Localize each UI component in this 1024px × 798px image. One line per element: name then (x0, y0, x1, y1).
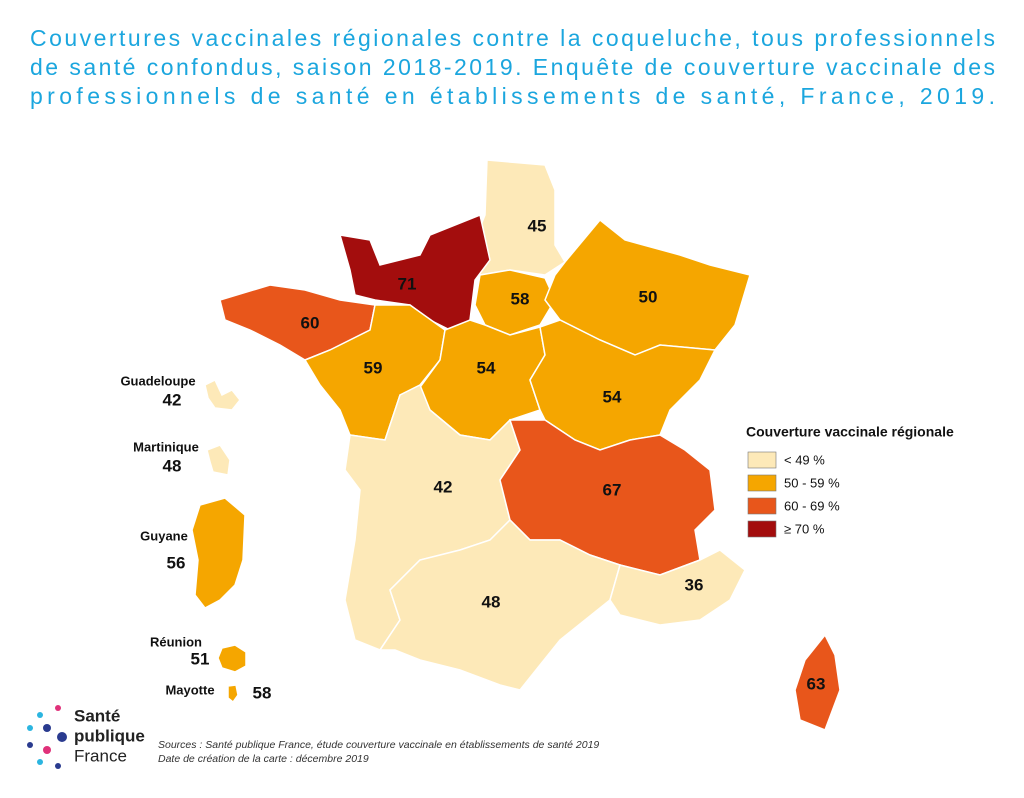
region-value: 58 (511, 289, 530, 308)
region-value: 67 (603, 480, 622, 499)
legend-swatch (747, 497, 777, 515)
region-value: 51 (191, 649, 210, 668)
region-name: Mayotte (165, 682, 214, 697)
region (474, 269, 556, 336)
region (191, 497, 246, 609)
region-value: 71 (398, 274, 417, 293)
region-name: Guyane (140, 528, 188, 543)
region-value: 60 (301, 313, 320, 332)
legend-swatch (747, 520, 777, 538)
logo-text: Santé (74, 706, 120, 725)
region-value: 42 (434, 477, 453, 496)
region-value: 56 (167, 553, 186, 572)
legend-label: 50 - 59 % (784, 475, 840, 490)
region (217, 644, 247, 673)
region-name: Guadeloupe (120, 373, 195, 388)
legend-title: Couverture vaccinale régionale (746, 424, 954, 440)
region-value: 54 (603, 387, 622, 406)
title-line: Couvertures vaccinales régionales contre… (30, 25, 995, 51)
source-line: Date de création de la carte : décembre … (158, 753, 369, 765)
source-line: Sources : Santé publique France, étude c… (158, 739, 599, 751)
region (227, 684, 239, 704)
region (338, 213, 491, 331)
legend-swatch (747, 451, 777, 469)
region (609, 549, 746, 626)
region (794, 633, 841, 731)
title-line: de santé confondus, saison 2018-2019. En… (30, 54, 995, 80)
region-value: 58 (253, 683, 272, 702)
region-value: 48 (482, 592, 501, 611)
region-value: 48 (163, 456, 182, 475)
legend-label: ≥ 70 % (784, 521, 825, 536)
logo-text: publique (74, 726, 145, 745)
legend-label: < 49 % (784, 452, 825, 467)
region (206, 444, 231, 476)
region-value: 50 (639, 287, 658, 306)
region-name: Réunion (150, 634, 202, 649)
region-value: 63 (807, 674, 826, 693)
title-line: professionnels de santé en établissement… (30, 83, 995, 109)
region-value: 45 (528, 216, 547, 235)
region-name: Martinique (133, 439, 199, 454)
region-value: 54 (477, 358, 496, 377)
region (204, 378, 241, 411)
region-value: 59 (364, 358, 383, 377)
logo-text: France (74, 746, 127, 765)
region (378, 518, 621, 691)
region-value: 42 (163, 390, 182, 409)
logo-dots (27, 705, 67, 769)
legend-swatch (747, 474, 777, 492)
region-value: 36 (685, 575, 704, 594)
legend-label: 60 - 69 % (784, 498, 840, 513)
